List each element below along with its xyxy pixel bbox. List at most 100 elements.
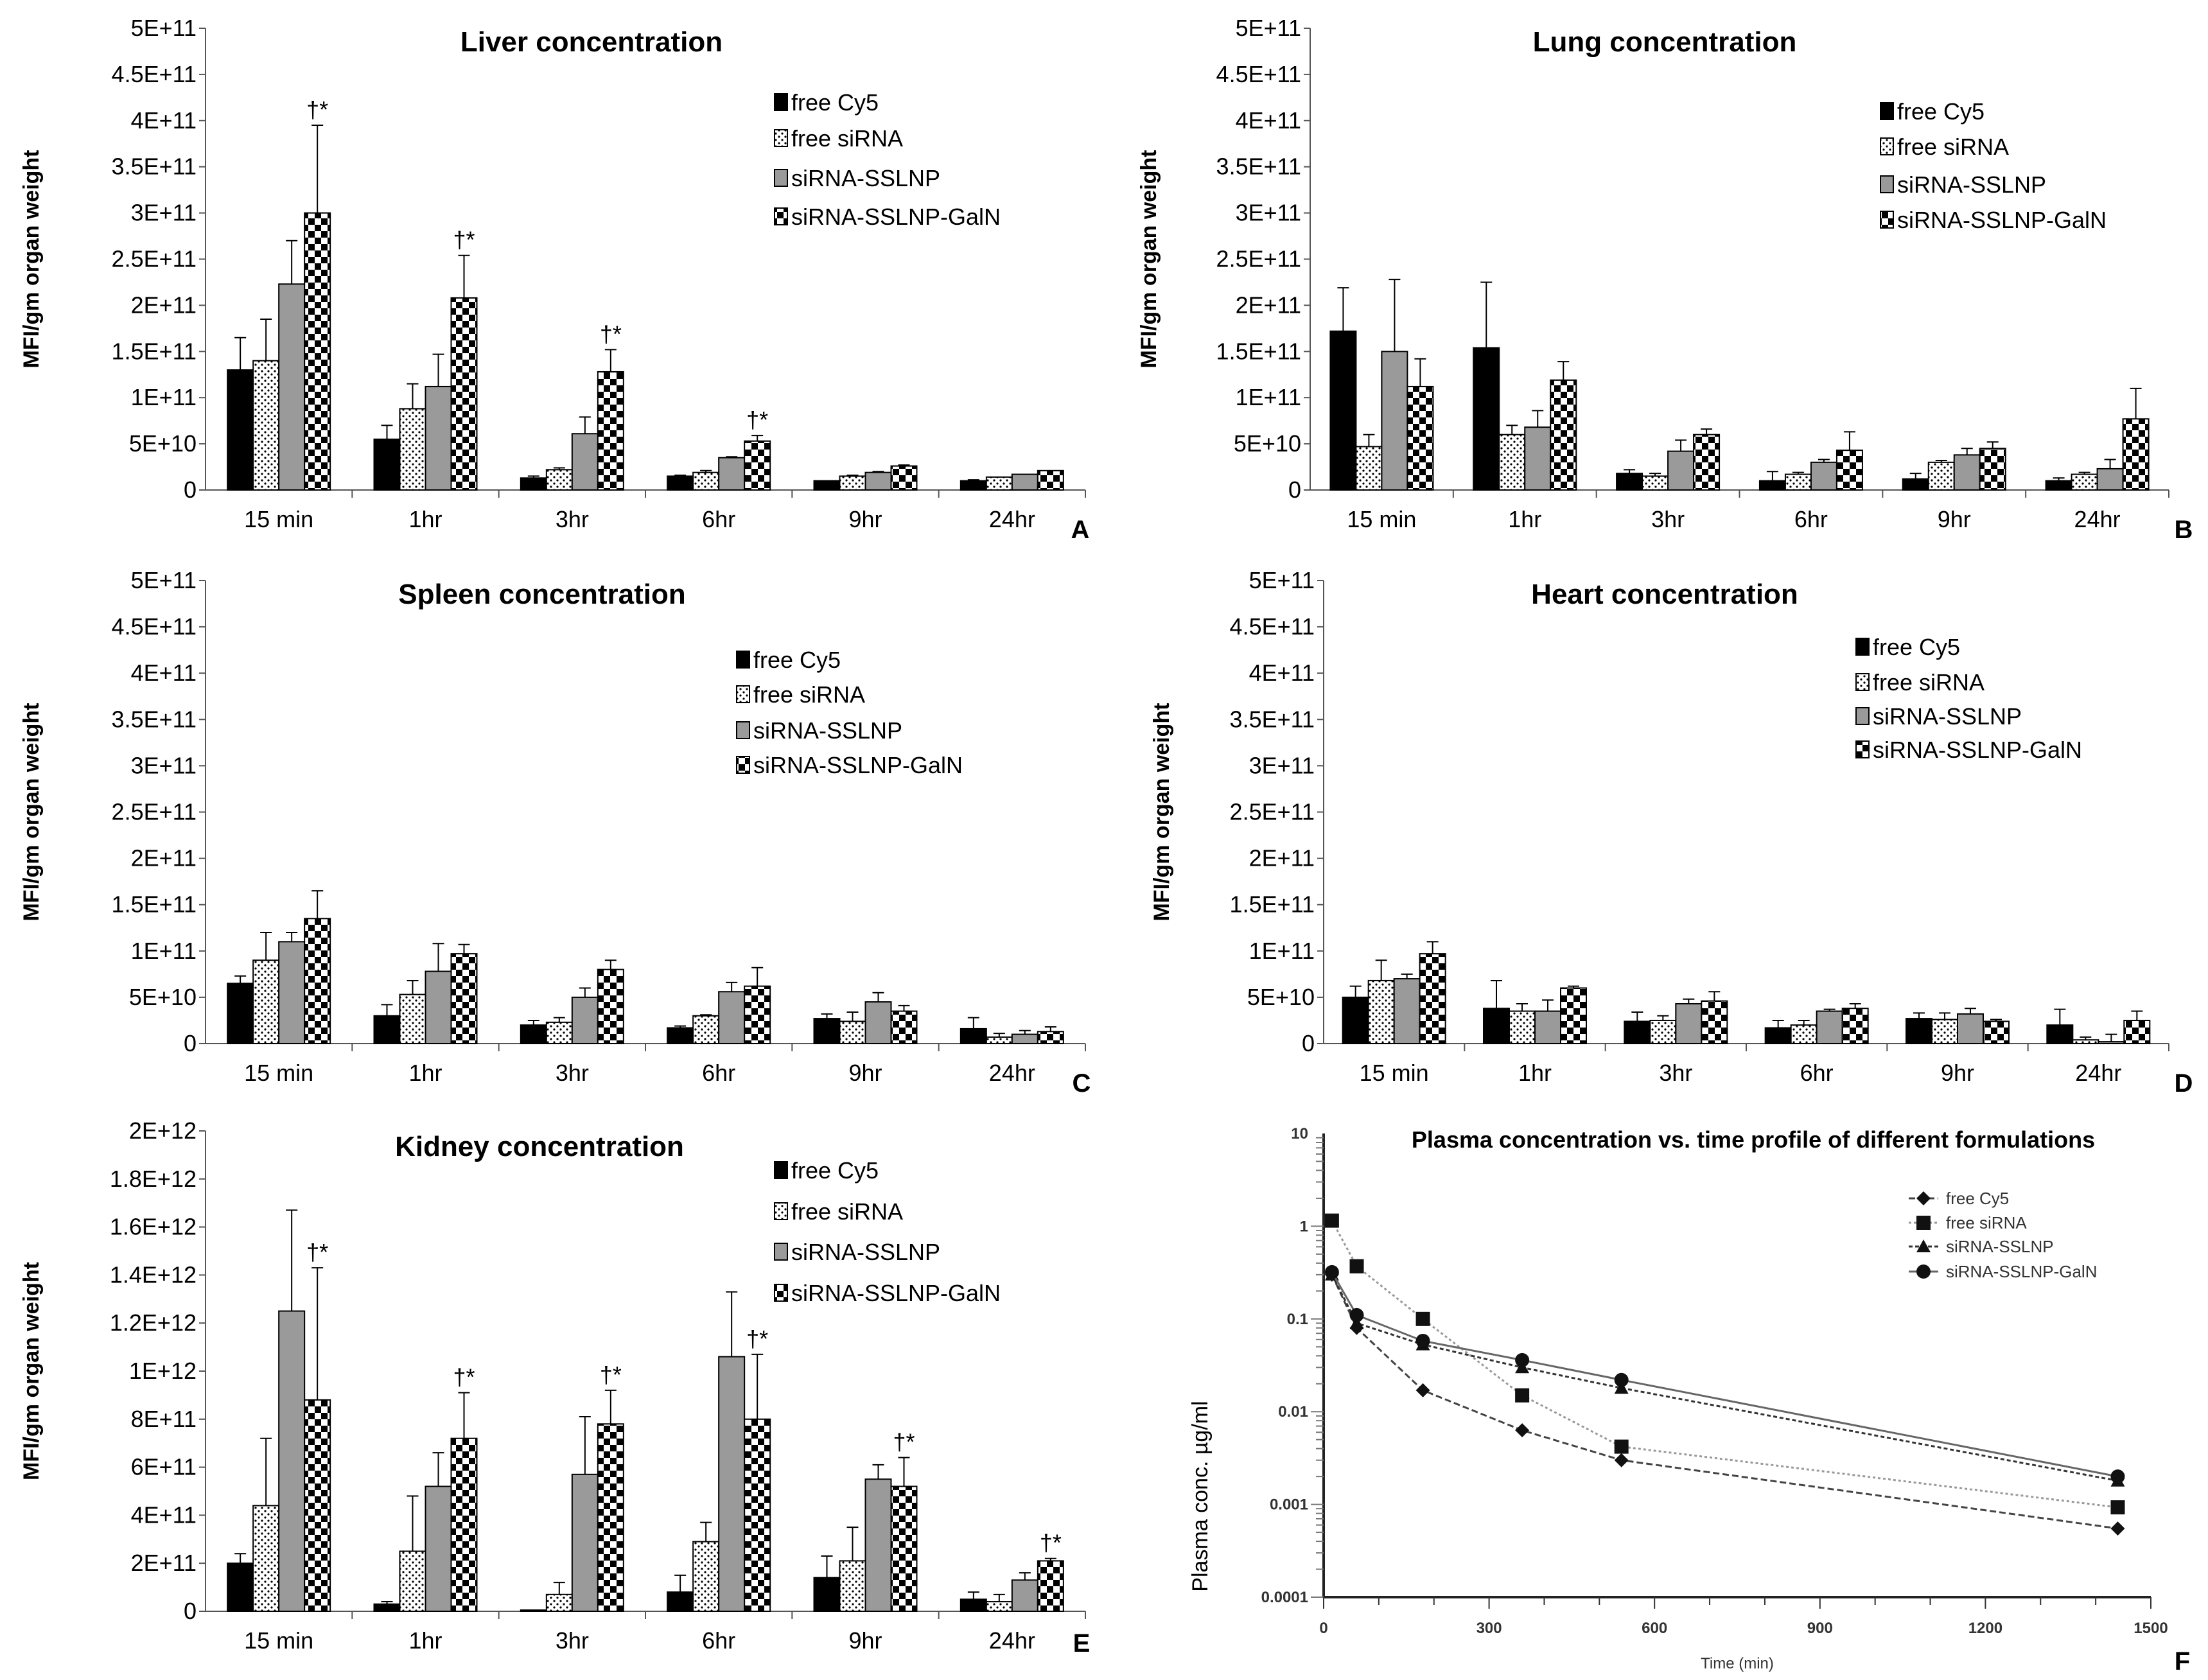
bar-sirna-sslnp xyxy=(1011,1579,1038,1612)
x-tick-label: 1hr xyxy=(1508,506,1541,532)
panel-D: 0 5E+10 1E+11 1.5E+11 2E+11 2.5E+11 3E+11 3.5E+… xyxy=(1150,567,2193,1098)
legend-label: siRNA-SSLNP-GalN xyxy=(791,1280,1001,1306)
square-marker xyxy=(1614,1439,1629,1454)
bar-free-sirna xyxy=(399,408,426,491)
y-tick-label: 1.5E+11 xyxy=(1230,891,1315,918)
legend-swatch xyxy=(1880,175,1894,193)
x-tick-label: 900 xyxy=(1807,1620,1833,1637)
bar-free-cy5 xyxy=(520,1024,547,1045)
x-tick-label: 15 min xyxy=(1347,506,1416,532)
y-tick-label: 3E+11 xyxy=(131,752,197,778)
bar-free-sirna xyxy=(839,1560,866,1612)
bar-sirna-sslnp-galn xyxy=(1701,1000,1728,1044)
legend-swatch xyxy=(1880,102,1894,120)
y-tick-label: 4E+11 xyxy=(131,107,197,134)
circle-marker xyxy=(1515,1352,1530,1367)
panel-letter: D xyxy=(2175,1069,2193,1098)
bar-free-cy5 xyxy=(1758,480,1786,491)
bar-free-cy5 xyxy=(667,475,694,491)
legend-label: siRNA-SSLNP-GalN xyxy=(1897,207,2107,233)
bar-free-sirna xyxy=(252,959,280,1044)
y-tick-label: 0.001 xyxy=(1270,1496,1308,1514)
legend-label: free Cy5 xyxy=(791,89,879,116)
bar-sirna-sslnp-galn xyxy=(890,465,918,491)
significance-annotation: †* xyxy=(746,407,768,433)
legend-swatch xyxy=(1855,707,1870,725)
y-tick-label: 4.5E+11 xyxy=(112,613,197,640)
legend-label: free Cy5 xyxy=(1897,98,1985,125)
bar-sirna-sslnp xyxy=(718,991,746,1045)
series-line-sirna-sslnp xyxy=(1331,1274,2118,1482)
y-tick-label: 5E+11 xyxy=(131,15,197,41)
bar-free-cy5 xyxy=(959,1598,987,1613)
bar-sirna-sslnp xyxy=(425,385,452,491)
x-tick-label: 1hr xyxy=(408,1060,442,1086)
bar-sirna-sslnp xyxy=(864,471,892,491)
legend-label: free siRNA xyxy=(753,681,865,708)
bar-free-sirna xyxy=(692,471,720,491)
bar-free-cy5 xyxy=(1616,473,1643,491)
bar-free-cy5 xyxy=(1764,1027,1792,1044)
bar-sirna-sslnp xyxy=(718,457,746,491)
y-tick-label: 1E+11 xyxy=(1249,938,1315,964)
legend-label: free Cy5 xyxy=(1873,634,1960,660)
triangle-marker xyxy=(1614,1381,1629,1394)
chart-title: Heart concentration xyxy=(1531,579,1798,610)
circle-marker xyxy=(1415,1333,1430,1348)
x-tick-label: 15 min xyxy=(1360,1060,1429,1086)
bar-free-cy5 xyxy=(2045,480,2072,491)
bar-sirna-sslnp-galn xyxy=(597,371,624,491)
diamond-marker xyxy=(1614,1453,1629,1467)
y-tick-label: 2E+11 xyxy=(131,292,197,318)
y-tick-label: 0 xyxy=(184,477,197,503)
bar-sirna-sslnp xyxy=(1011,473,1038,491)
chart-title: Plasma concentration vs. time profile of… xyxy=(1412,1126,2095,1153)
legend-swatch xyxy=(774,1243,788,1261)
bar-sirna-sslnp-galn xyxy=(1560,987,1587,1044)
bar-sirna-sslnp-galn xyxy=(304,212,331,491)
bar-sirna-sslnp-galn xyxy=(304,1399,331,1612)
bar-free-cy5 xyxy=(667,1027,694,1044)
legend-label: siRNA-SSLNP-GalN xyxy=(1873,737,2082,763)
legend-label: free siRNA xyxy=(1946,1213,2027,1232)
series-line-sirna-sslnp-galn xyxy=(1331,1272,2118,1478)
bar-sirna-sslnp-galn xyxy=(597,1423,624,1613)
y-tick-label: 1E+11 xyxy=(1236,384,1301,410)
bar-free-cy5 xyxy=(2046,1024,2074,1045)
x-tick-label: 6hr xyxy=(702,1060,735,1086)
y-tick-label: 1E+12 xyxy=(129,1358,197,1384)
bar-free-cy5 xyxy=(1902,478,1929,491)
legend-swatch xyxy=(736,651,750,669)
y-tick-label: 5E+10 xyxy=(129,430,197,457)
significance-annotation: †* xyxy=(600,1361,622,1388)
panel-letter: F xyxy=(2175,1647,2190,1676)
y-tick-label: 4.5E+11 xyxy=(112,61,197,87)
y-tick-label: 1E+11 xyxy=(131,938,197,964)
bar-sirna-sslnp-galn xyxy=(1693,433,1721,491)
legend-label: siRNA-SSLNP xyxy=(1897,171,2046,198)
chart-title: Spleen concentration xyxy=(398,579,685,610)
x-tick-label: 24hr xyxy=(2075,1060,2121,1086)
bar-free-cy5 xyxy=(1624,1020,1651,1044)
bar-free-cy5 xyxy=(1906,1018,1932,1045)
bar-free-sirna xyxy=(1498,433,1526,491)
y-tick-label: 1.5E+11 xyxy=(1216,338,1301,364)
bar-sirna-sslnp-galn xyxy=(450,1437,478,1612)
bar-free-cy5 xyxy=(227,983,254,1045)
y-tick-label: 4.5E+11 xyxy=(1230,613,1315,640)
circle-marker xyxy=(1614,1372,1629,1387)
bar-free-sirna xyxy=(252,360,280,491)
bar-sirna-sslnp xyxy=(1816,1010,1843,1045)
legend-label: siRNA-SSLNP xyxy=(1946,1237,2054,1256)
legend-swatch xyxy=(774,1202,788,1220)
x-tick-label: 24hr xyxy=(989,506,1035,532)
significance-annotation: †* xyxy=(306,1239,328,1265)
significance-annotation: †* xyxy=(453,227,475,253)
y-tick-label: 2E+11 xyxy=(1236,292,1301,318)
square-marker xyxy=(1415,1311,1430,1326)
y-tick-label: 0 xyxy=(184,1598,197,1624)
panel-A: 0 5E+10 1E+11 1.5E+11 2E+11 2.5E+11 3E+11 3.5E+… xyxy=(19,15,1089,544)
bar-free-cy5 xyxy=(520,1609,547,1612)
bar-free-cy5 xyxy=(959,1028,987,1044)
